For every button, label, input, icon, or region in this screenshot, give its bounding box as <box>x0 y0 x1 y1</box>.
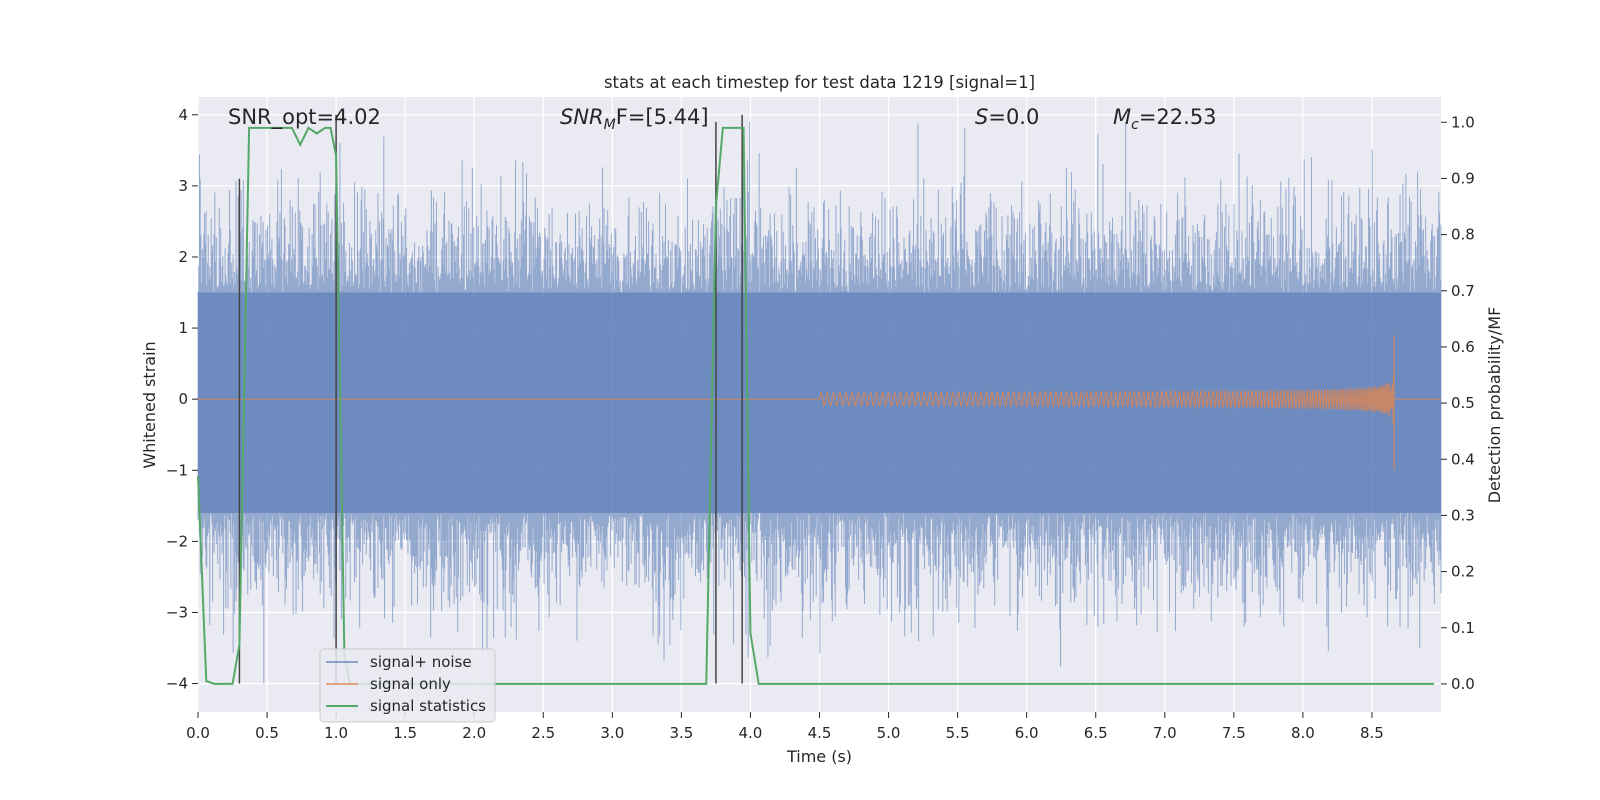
x-axis-label: Time (s) <box>786 747 852 766</box>
x-tick-label: 3.5 <box>669 724 693 742</box>
y2-tick-label: 0.2 <box>1451 563 1475 581</box>
y-axis-label: Whitened strain <box>140 341 159 468</box>
x-tick-label: 8.0 <box>1291 724 1315 742</box>
mc-annotation: Mc=22.53 <box>1113 105 1217 133</box>
y2-tick-label: 0.4 <box>1451 450 1475 468</box>
y2-tick-label: 0.1 <box>1451 619 1475 637</box>
y2-tick-label: 0.6 <box>1451 338 1475 356</box>
y-tick-label: −4 <box>166 675 188 693</box>
snr-mf-value: F=[5.44] <box>616 105 709 129</box>
x-tick-label: 5.5 <box>946 724 970 742</box>
y-tick-label: 3 <box>178 177 188 195</box>
y-tick-label: 0 <box>178 390 188 408</box>
legend-box <box>319 648 496 723</box>
axes: 0.0 0.5 1.0 1.5 2.0 2.5 3.0 3.5 4.0 4.5 5.0 5.5 6.0 6… <box>166 106 1475 742</box>
x-tick-label: 6.0 <box>1015 724 1039 742</box>
x-tick-label: 3.0 <box>600 724 624 742</box>
x-tick-label: 1.0 <box>324 724 348 742</box>
s-annotation: S=0.0 <box>975 105 1039 129</box>
chirp-trace <box>198 335 1441 471</box>
x-tick-label: 7.0 <box>1153 724 1177 742</box>
x-tick-label: 4.5 <box>808 724 832 742</box>
mc-subscript: c <box>1131 117 1139 133</box>
y2-tick-label: 0.8 <box>1451 226 1475 244</box>
y2-tick-label: 0.0 <box>1451 675 1475 693</box>
legend-label-signal-statistics: signal statistics <box>370 697 486 715</box>
x-tick-label: 0.5 <box>255 724 279 742</box>
x-tick-label: 6.5 <box>1084 724 1108 742</box>
legend: signal+ noise signal only signal statist… <box>319 648 496 723</box>
y-tick-label: 4 <box>178 106 188 124</box>
y2-axis-label: Detection probability/MF <box>1485 307 1504 504</box>
y2-tick-label: 0.7 <box>1451 282 1475 300</box>
s-value: =0.0 <box>988 105 1039 129</box>
x-tick-label: 0.0 <box>186 724 210 742</box>
snr-mf-subscript: M <box>604 117 616 133</box>
x-tick-label: 1.5 <box>393 724 417 742</box>
y-tick-label: 2 <box>178 248 188 266</box>
snr-mf-annotation: SNRMF=[5.44] <box>560 105 709 133</box>
x-tick-label: 5.0 <box>877 724 901 742</box>
y2-tick-label: 0.9 <box>1451 169 1475 187</box>
x-tick-label: 8.5 <box>1360 724 1384 742</box>
legend-label-signal-only: signal only <box>370 675 451 693</box>
y2-tick-label: 1.0 <box>1451 113 1475 131</box>
x-tick-label: 2.0 <box>462 724 486 742</box>
x-tick-label: 2.5 <box>531 724 555 742</box>
y-tick-label: −2 <box>166 532 188 550</box>
y2-tick-label: 0.5 <box>1451 394 1475 412</box>
y2-tick-label: 0.3 <box>1451 506 1475 524</box>
s-symbol: S <box>975 105 988 129</box>
legend-label-signal-noise: signal+ noise <box>370 653 472 671</box>
mc-value: =22.53 <box>1139 105 1217 129</box>
series-signal-only <box>198 335 1441 471</box>
x-tick-label: 4.0 <box>739 724 763 742</box>
snr-opt-annotation: SNR_opt=4.02 <box>228 105 381 130</box>
chart-title: stats at each timestep for test data 121… <box>604 73 1035 92</box>
y-tick-label: −3 <box>166 603 188 621</box>
x-tick-label: 7.5 <box>1222 724 1246 742</box>
y-tick-label: 1 <box>178 319 188 337</box>
mc-base: M <box>1113 105 1131 129</box>
snr-mf-base: SNR <box>560 105 604 129</box>
y-tick-label: −1 <box>166 461 188 479</box>
